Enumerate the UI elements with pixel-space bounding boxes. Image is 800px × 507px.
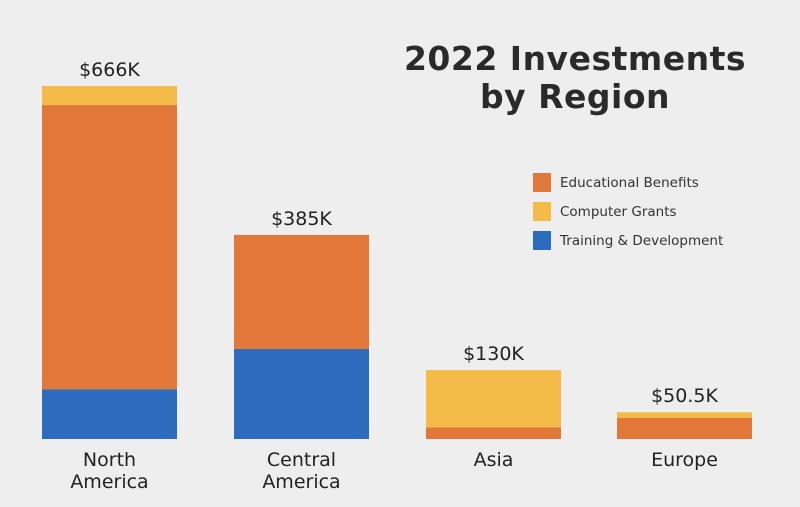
total-label-asia: $130K	[463, 343, 524, 365]
legend: Educational Benefits Computer Grants Tra…	[533, 168, 723, 255]
chart-title: 2022 Investments by Region	[400, 40, 750, 116]
bar-north-america-computer-grants	[42, 86, 177, 106]
chart-title-line-1: 2022 Investments	[403, 39, 747, 78]
total-label-central-america: $385K	[271, 208, 332, 230]
legend-item-computer-grants: Computer Grants	[533, 197, 723, 226]
category-label-asia: Asia	[474, 449, 514, 471]
bar-north-america-educational-benefits	[42, 105, 177, 390]
bar-europe-educational-benefits	[617, 417, 752, 439]
bar-asia-educational-benefits	[426, 427, 561, 439]
total-label-north-america: $666K	[79, 59, 140, 81]
chart-title-line-2: by Region	[479, 77, 670, 116]
legend-swatch	[533, 173, 551, 192]
legend-label: Educational Benefits	[560, 174, 699, 191]
legend-item-educational-benefits: Educational Benefits	[533, 168, 723, 197]
category-label-north-america: America	[70, 471, 148, 493]
bar-central-america-training-development	[234, 348, 369, 439]
bar-north-america-training-development	[42, 389, 177, 439]
category-label-central-america: America	[262, 471, 340, 493]
category-label-north-america: North	[83, 449, 136, 471]
bar-europe-computer-grants	[617, 412, 752, 418]
legend-item-training-development: Training & Development	[533, 226, 723, 255]
category-label-central-america: Central	[267, 449, 336, 471]
legend-label: Computer Grants	[560, 203, 677, 220]
total-label-europe: $50.5K	[651, 385, 718, 407]
legend-swatch	[533, 231, 551, 250]
category-label-europe: Europe	[651, 449, 718, 471]
legend-label: Training & Development	[560, 232, 724, 249]
bar-central-america-educational-benefits	[234, 234, 369, 349]
bar-asia-computer-grants	[426, 370, 561, 428]
legend-swatch	[533, 202, 551, 221]
